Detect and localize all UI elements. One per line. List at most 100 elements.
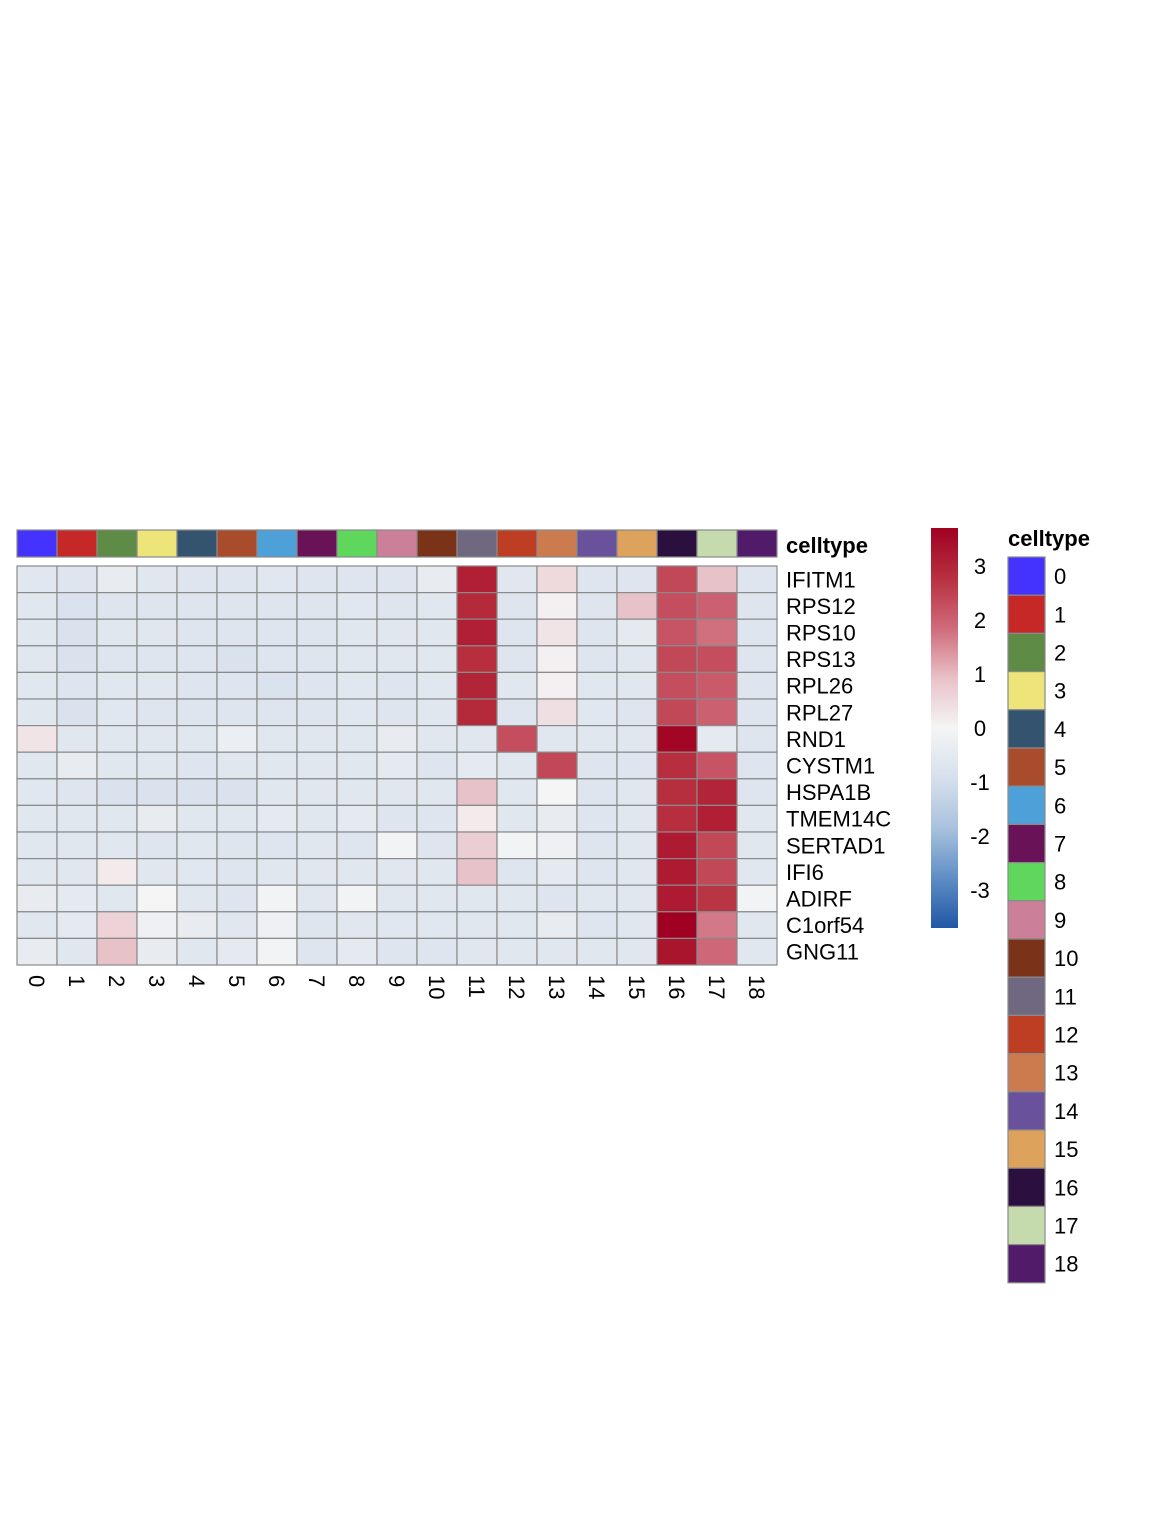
row-label: C1orf54: [786, 913, 864, 938]
heatmap-cell: [336, 937, 378, 966]
column-label: 2: [104, 975, 129, 987]
heatmap-cell: [256, 911, 298, 939]
heatmap-cell: [56, 645, 98, 673]
row-label: ADIRF: [786, 887, 852, 912]
heatmap-cell: [176, 618, 218, 647]
heatmap-cell: [256, 831, 298, 860]
heatmap-cell: [56, 751, 98, 780]
heatmap-cell: [296, 937, 338, 966]
annotation-cell-14: [576, 529, 618, 558]
celltype-legend-label: 4: [1054, 717, 1066, 742]
heatmap-cell: [96, 724, 138, 753]
heatmap-cell: [576, 645, 618, 673]
heatmap-cell: [56, 804, 98, 833]
heatmap-cell: [256, 857, 298, 886]
heatmap-cell: [96, 751, 138, 780]
heatmap-cell: [456, 698, 498, 727]
heatmap-cell: [176, 591, 218, 620]
heatmap-cell: [56, 671, 98, 700]
celltype-legend-swatch: [1007, 1052, 1046, 1093]
heatmap-cell: [56, 911, 98, 939]
heatmap-cell: [296, 591, 338, 620]
heatmap-cell: [56, 565, 98, 594]
heatmap-cell: [496, 911, 538, 939]
heatmap-cell: [16, 751, 58, 780]
celltype-legend-swatch: [1007, 976, 1046, 1017]
heatmap-cell: [496, 751, 538, 780]
heatmap-cell: [616, 724, 658, 753]
celltype-legend-swatch: [1007, 670, 1046, 711]
heatmap-cell: [456, 778, 498, 806]
heatmap-cell: [336, 724, 378, 753]
heatmap-cell: [376, 831, 418, 860]
heatmap-cell: [256, 671, 298, 700]
heatmap-cell: [376, 645, 418, 673]
heatmap-cell: [16, 645, 58, 673]
heatmap-cell: [136, 751, 178, 780]
annotation-cell-0: [16, 529, 58, 558]
column-label: 17: [704, 975, 729, 999]
heatmap-cell: [296, 724, 338, 753]
heatmap-cell: [536, 671, 578, 700]
heatmap-cell: [56, 857, 98, 886]
celltype-legend-label: 18: [1054, 1252, 1078, 1277]
column-label: 10: [424, 975, 449, 999]
heatmap-cell: [176, 751, 218, 780]
heatmap-cell: [576, 671, 618, 700]
heatmap-cell: [696, 831, 738, 860]
heatmap-cell: [136, 671, 178, 700]
celltype-legend-swatch: [1007, 900, 1046, 940]
heatmap-cell: [616, 911, 658, 939]
row-labels: IFITM1RPS12RPS10RPS13RPL26RPL27RND1CYSTM…: [786, 567, 891, 964]
heatmap-cell: [216, 751, 258, 780]
heatmap-cell: [496, 618, 538, 647]
heatmap-cell: [96, 671, 138, 700]
heatmap-cell: [536, 565, 578, 594]
heatmap-cell: [536, 591, 578, 620]
heatmap-cell: [136, 857, 178, 886]
heatmap-cell: [656, 804, 698, 833]
heatmap-cell: [376, 778, 418, 806]
heatmap-cell: [616, 565, 658, 594]
heatmap-cell: [296, 751, 338, 780]
heatmap-cell: [216, 911, 258, 939]
row-label: TMEM14C: [786, 807, 891, 832]
heatmap-cell: [56, 884, 98, 913]
heatmap-cell: [296, 618, 338, 647]
annotation-cell-5: [216, 529, 258, 558]
heatmap-cell: [656, 751, 698, 780]
heatmap-cell: [96, 618, 138, 647]
heatmap-cell: [536, 645, 578, 673]
heatmap-cell: [176, 831, 218, 860]
heatmap-cell: [376, 804, 418, 833]
heatmap-cell: [616, 751, 658, 780]
heatmap-cell: [576, 857, 618, 886]
heatmap-cell: [576, 724, 618, 753]
heatmap-cell: [736, 937, 778, 966]
heatmap-cell: [216, 937, 258, 966]
heatmap-cell: [576, 751, 618, 780]
heatmap-cell: [656, 618, 698, 647]
heatmap-cell: [536, 804, 578, 833]
heatmap-cell: [496, 698, 538, 727]
celltype-legend-swatch: [1007, 747, 1046, 787]
heatmap-cell: [536, 698, 578, 727]
row-label: RPL27: [786, 700, 853, 725]
heatmap-cell: [136, 884, 178, 913]
heatmap-cell: [376, 565, 418, 594]
heatmap-cell: [616, 698, 658, 727]
heatmap-cell: [456, 618, 498, 647]
heatmap-cell: [376, 698, 418, 727]
heatmap-cell: [296, 645, 338, 673]
heatmap-cell: [256, 698, 298, 727]
celltype-legend-swatch: [1007, 1091, 1046, 1131]
heatmap-cell: [176, 804, 218, 833]
celltype-legend-swatch: [1007, 1167, 1046, 1207]
row-label: IFI6: [786, 860, 824, 885]
heatmap-cell: [336, 911, 378, 939]
celltype-legend-label: 14: [1054, 1099, 1078, 1124]
heatmap-cell: [56, 698, 98, 727]
annotation-cell-3: [136, 529, 178, 558]
